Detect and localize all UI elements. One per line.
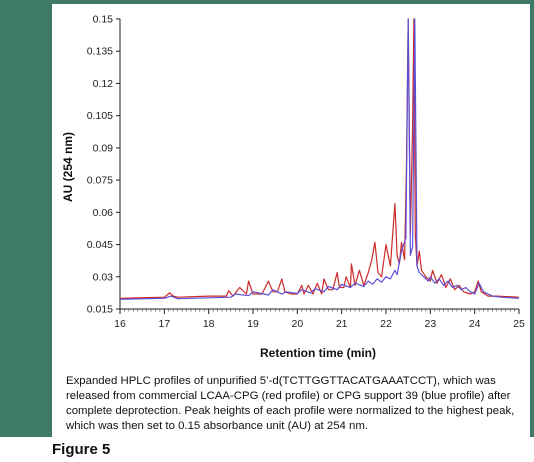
x-tick-label: 17 [158, 318, 170, 330]
y-tick-label: 0.135 [87, 46, 113, 58]
x-tick-label: 21 [336, 318, 348, 330]
y-axis-title: AU (254 nm) [61, 132, 75, 202]
x-tick-label: 22 [380, 318, 392, 330]
y-tick-label: 0.105 [87, 110, 113, 122]
y-tick-label: 0.15 [93, 14, 114, 26]
y-tick-label: 0.045 [87, 239, 113, 251]
x-tick-label: 24 [469, 318, 481, 330]
y-tick-label: 0.075 [87, 175, 113, 187]
y-tick-label: 0.03 [93, 271, 114, 283]
chart-axes: 0.015 0.03 0.045 0.06 0.075 0.09 0.105 0.12 0.13… [87, 14, 525, 331]
x-tick-label: 25 [513, 318, 525, 330]
hplc-chart: 0.015 0.03 0.045 0.06 0.075 0.09 0.105 0.12 0.13… [61, 14, 525, 361]
series-line-1 [119, 18, 520, 299]
series-line-2 [119, 18, 520, 300]
x-axis-title: Retention time (min) [260, 346, 376, 360]
x-tick-label: 18 [203, 318, 215, 330]
figure-label: Figure 5 [52, 441, 111, 458]
x-tick-label: 23 [424, 318, 436, 330]
x-tick-label: 20 [291, 318, 303, 330]
y-tick-label: 0.015 [87, 304, 113, 316]
chart-series [119, 18, 520, 300]
y-tick-label: 0.12 [93, 78, 114, 90]
y-tick-label: 0.06 [93, 207, 114, 219]
x-tick-label: 16 [114, 318, 126, 330]
figure-caption: Expanded HPLC profiles of unpurified 5’-… [66, 375, 515, 432]
y-tick-label: 0.09 [93, 142, 114, 154]
figure-panel: 0.015 0.03 0.045 0.06 0.075 0.09 0.105 0.12 0.13… [52, 4, 530, 437]
x-tick-label: 19 [247, 318, 259, 330]
